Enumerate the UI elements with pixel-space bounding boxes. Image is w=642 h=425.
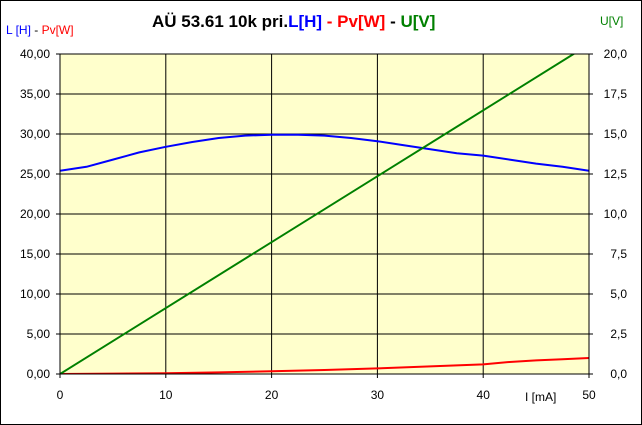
y-left-tick-label: 0,00 <box>27 367 51 381</box>
y-right-tick-label: 20,0 <box>604 47 628 61</box>
x-tick-label: 20 <box>265 388 279 402</box>
y-right-tick-label: 0,0 <box>610 367 627 381</box>
y-left-tick-label: 15,00 <box>20 247 50 261</box>
x-tick-label: 40 <box>477 388 491 402</box>
y-left-tick-label: 25,00 <box>20 167 50 181</box>
x-tick-label: 0 <box>57 388 64 402</box>
y-right-tick-label: 7,5 <box>610 247 627 261</box>
series-layer <box>60 54 589 374</box>
y-right-tick-label: 2,5 <box>610 327 627 341</box>
y-right-tick-label: 17,5 <box>604 87 628 101</box>
y-left-axis-title: L [H] - Pv[W] <box>6 23 74 37</box>
y-right-tick-label: 10,0 <box>604 207 628 221</box>
y-right-tick-label: 15,0 <box>604 127 628 141</box>
y-right-axis-title: U[V] <box>600 14 623 28</box>
x-axis-title: I [mA] <box>525 390 556 404</box>
y-right-tick-label: 5,0 <box>610 287 627 301</box>
y-right-tick-label: 12,5 <box>604 167 628 181</box>
y-left-tick-label: 40,00 <box>20 47 50 61</box>
y-left-tick-label: 35,00 <box>20 87 50 101</box>
series-line-pv-w <box>60 357 589 374</box>
chart-title: AÜ 53.61 10k pri.L[H] - Pv[W] - U[V] <box>152 12 435 31</box>
y-left-tick-label: 30,00 <box>20 127 50 141</box>
y-left-tick-label: 5,00 <box>27 327 51 341</box>
y-left-tick-label: 20,00 <box>20 207 50 221</box>
grid <box>60 54 589 374</box>
series-line-u-v <box>60 54 576 374</box>
y-left-tick-label: 10,00 <box>20 287 50 301</box>
x-tick-label: 10 <box>159 388 173 402</box>
x-tick-label: 50 <box>582 388 596 402</box>
series-line-l-h <box>60 133 589 172</box>
x-tick-label: 30 <box>371 388 385 402</box>
tick-labels: 0,005,0010,0015,0020,0025,0030,0035,0040… <box>20 47 627 402</box>
